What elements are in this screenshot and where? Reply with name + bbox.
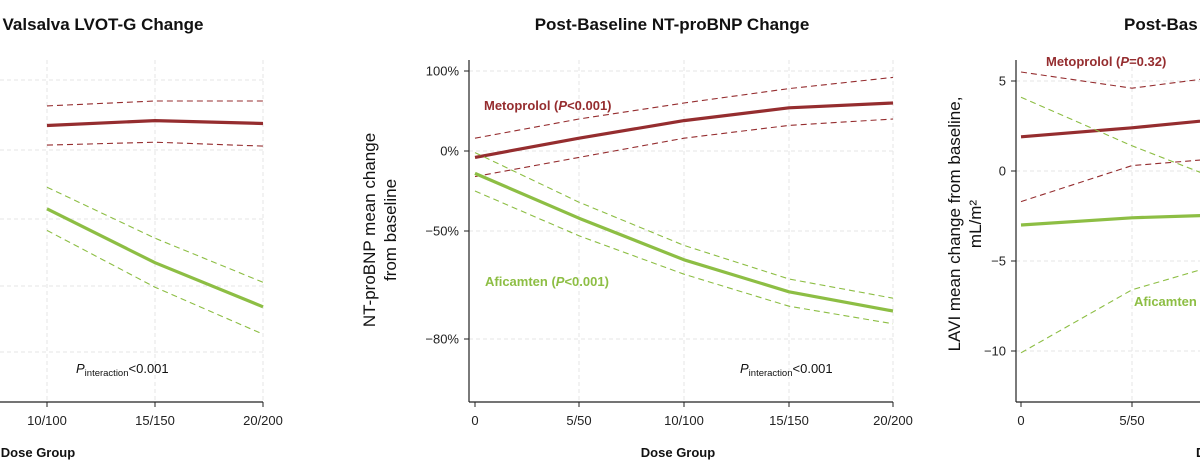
annotation-pvalue: <0.001) — [564, 274, 608, 289]
x-tick-label: 20/200 — [243, 413, 283, 428]
annotation-pvalue: <0.001 — [129, 361, 169, 376]
chart-title: Post-Bas — [1124, 15, 1198, 34]
x-tick-label: 0 — [1017, 413, 1024, 428]
y-axis-label-line: mL/m² — [966, 200, 985, 249]
y-tick-label: 0 — [999, 164, 1006, 179]
y-tick-label: −5 — [991, 254, 1006, 269]
gridlines — [1016, 60, 1200, 402]
series-aficamten — [46, 186, 264, 335]
y-axis-label-line: from baseline — [381, 179, 400, 281]
chart-panel-1: 10/100 15/150 20/200 Valsalva LVOT-G Change… — [0, 15, 283, 460]
series-metoprolol — [474, 76, 894, 178]
ci-upper-line — [474, 76, 894, 139]
series-metoprolol — [46, 100, 264, 147]
annotation-pvalue: <0.001 — [793, 361, 833, 376]
x-tick-label: 15/150 — [135, 413, 175, 428]
interaction-annotation: Pinteraction<0.001 — [76, 361, 169, 379]
annotation-pvalue: <0.001) — [567, 98, 611, 113]
interaction-annotation: Pinteraction<0.001 — [740, 361, 833, 379]
y-tick-label: −50% — [425, 224, 459, 239]
annotation-text: Metoprolol ( — [1046, 54, 1121, 69]
annotation-subscript: interaction — [749, 368, 793, 379]
y-axis-label-unit: mL/m² — [966, 200, 985, 249]
x-tick-label: 0 — [471, 413, 478, 428]
annotation-text: Aficamten ( — [485, 274, 556, 289]
mean-line — [474, 101, 894, 159]
annotation-p: P — [1120, 54, 1129, 69]
ci-upper-line — [474, 152, 894, 299]
y-axis-label: LAVI mean change from baseline, mL/m² — [945, 97, 985, 352]
gridlines — [0, 60, 264, 402]
y-tick-label: −80% — [425, 332, 459, 347]
chart-panel-3: 0 5/50 5 0 −5 −10 Post-Bas D LAVI mean change fr… — [945, 15, 1200, 460]
x-axis-label: Dose Group — [641, 445, 715, 460]
ci-lower-line — [46, 141, 264, 147]
chart-title: Post-Baseline NT-proBNP Change — [535, 15, 810, 34]
series-aficamten — [474, 152, 894, 325]
annotation-subscript: interaction — [85, 368, 129, 379]
y-axis-label: NT-proBNP mean change from baseline — [360, 133, 400, 327]
mean-line — [1020, 213, 1200, 227]
ci-lower-line — [474, 118, 894, 178]
ci-upper-line — [1020, 96, 1200, 173]
gridlines — [469, 60, 894, 402]
y-axis-label-line: LAVI mean change from baseline, — [945, 97, 964, 352]
series-annotation-metoprolol: Metoprolol (P<0.001) — [484, 98, 612, 113]
y-axis-label-line: NT-proBNP mean change — [360, 133, 379, 327]
series-metoprolol — [1020, 71, 1200, 203]
annotation-text: Aficamten — [1134, 294, 1197, 309]
ci-lower-line — [1020, 159, 1200, 203]
mean-line — [474, 171, 894, 313]
chart-panel-2: 0 5/50 10/100 15/150 20/200 100% 0% −50% −80% Pos… — [360, 15, 913, 460]
mean-line — [46, 118, 264, 128]
chart-title: Valsalva LVOT-G Change — [3, 15, 204, 34]
ci-lower-line — [474, 190, 894, 325]
series-annotation-metoprolol: Metoprolol (P=0.32) — [1046, 54, 1166, 69]
series-annotation-aficamten: Aficamten — [1134, 294, 1197, 309]
x-tick-label: 15/150 — [769, 413, 809, 428]
ci-upper-line — [46, 100, 263, 107]
ci-lower-line — [46, 229, 264, 335]
mean-line — [1020, 119, 1200, 139]
series-aficamten — [1020, 96, 1200, 354]
x-tick-label: 10/100 — [27, 413, 67, 428]
x-axis-label: Dose Group — [1, 445, 75, 460]
x-axis-label: D — [1196, 445, 1200, 460]
y-tick-label: 5 — [999, 74, 1006, 89]
annotation-p: P — [740, 361, 749, 376]
x-tick-label: 5/50 — [566, 413, 591, 428]
annotation-text: Metoprolol ( — [484, 98, 559, 113]
x-tick-label: 5/50 — [1119, 413, 1144, 428]
annotation-p: P — [558, 98, 567, 113]
y-tick-label: 100% — [426, 64, 460, 79]
y-tick-label: −10 — [984, 344, 1006, 359]
ci-upper-line — [1020, 71, 1200, 89]
mean-line — [46, 207, 264, 309]
series-annotation-aficamten: Aficamten (P<0.001) — [485, 274, 609, 289]
y-tick-label: 0% — [440, 144, 459, 159]
annotation-p: P — [556, 274, 565, 289]
x-tick-label: 10/100 — [664, 413, 704, 428]
x-tick-label: 20/200 — [873, 413, 913, 428]
ci-lower-line — [1020, 269, 1200, 354]
annotation-pvalue: =0.32) — [1129, 54, 1166, 69]
annotation-p: P — [76, 361, 85, 376]
